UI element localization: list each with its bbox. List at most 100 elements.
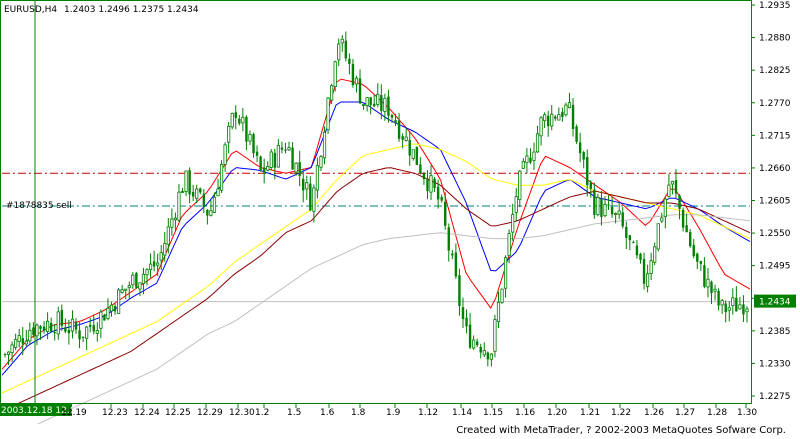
time-tick-label: 1.30 xyxy=(737,408,757,418)
time-tick-label: 1.5 xyxy=(287,408,301,418)
candle-body xyxy=(440,197,443,201)
candle-body xyxy=(67,330,71,334)
candle-body xyxy=(731,297,735,306)
candle-body xyxy=(539,117,543,137)
moving-average-line xyxy=(1,78,751,370)
candle-body xyxy=(493,319,497,352)
candle-body xyxy=(461,307,465,320)
candle-body xyxy=(383,97,387,112)
candle-body xyxy=(64,327,67,332)
time-tick-label: 12.25 xyxy=(165,408,191,418)
candle-body xyxy=(447,227,450,251)
candle-body xyxy=(269,151,273,168)
candle-body xyxy=(70,318,75,332)
time-tick-label: 1.27 xyxy=(675,408,695,418)
candle-body xyxy=(202,193,206,208)
order-line-label: #1878835 sell xyxy=(6,201,72,211)
candle-body xyxy=(298,162,301,176)
candle-body xyxy=(238,118,241,124)
candle-body xyxy=(503,257,508,289)
time-tick-label: 12.24 xyxy=(134,408,160,418)
candle-body xyxy=(376,93,380,105)
price-tick-label: 1.2770 xyxy=(759,99,791,109)
candle-body xyxy=(173,217,178,221)
candle-body xyxy=(322,131,327,159)
candle-body xyxy=(28,329,32,342)
candle-body xyxy=(74,322,78,330)
candle-body xyxy=(444,201,447,226)
time-tick-label: 1.2 xyxy=(255,408,269,418)
candle-body xyxy=(95,330,99,334)
price-tick-label: 1.2660 xyxy=(759,164,791,174)
candle-body xyxy=(212,196,217,213)
time-tick-label: 1.12 xyxy=(418,408,438,418)
candle-body xyxy=(670,180,675,185)
candle-body xyxy=(656,223,660,250)
candle-body xyxy=(135,272,138,288)
candle-body xyxy=(109,304,114,312)
candle-body xyxy=(603,204,607,217)
candle-body xyxy=(138,282,142,290)
candle-body xyxy=(333,61,337,88)
candle-body xyxy=(369,97,372,106)
candle-body xyxy=(394,119,397,124)
price-tick-label: 1.2275 xyxy=(759,392,791,402)
candle-body xyxy=(525,155,529,164)
candle-body xyxy=(199,188,202,193)
price-tick-label: 1.2495 xyxy=(759,262,791,272)
candle-body xyxy=(500,288,504,303)
candle-body xyxy=(429,175,433,193)
candle-body xyxy=(387,96,390,116)
moving-average-line xyxy=(36,214,751,424)
candle-body xyxy=(49,322,53,332)
candle-body xyxy=(262,167,266,173)
candle-body xyxy=(529,157,532,163)
candle-body xyxy=(564,104,568,116)
candle-body xyxy=(127,285,131,289)
candle-body xyxy=(159,252,163,261)
candle-body xyxy=(32,327,35,335)
candle-body xyxy=(645,273,650,287)
candle-body xyxy=(593,189,596,215)
candle-body xyxy=(489,353,493,360)
candle-body xyxy=(422,173,426,180)
candle-body xyxy=(53,332,56,334)
candle-body xyxy=(681,209,685,228)
candle-body xyxy=(621,212,624,227)
candle-body xyxy=(89,324,92,327)
candle-body xyxy=(120,289,124,293)
candle-body xyxy=(521,160,525,169)
moving-average-line xyxy=(1,101,751,376)
candle-body xyxy=(586,157,589,186)
candle-body xyxy=(81,336,85,338)
candle-body xyxy=(575,126,578,142)
candle-body xyxy=(397,120,401,139)
candle-body xyxy=(472,339,476,349)
time-tick-label: 1.9 xyxy=(386,408,401,418)
price-tick-label: 1.2550 xyxy=(759,229,791,239)
candle-body xyxy=(401,136,404,140)
time-tick-label: 1.15 xyxy=(483,408,503,418)
price-tick-label: 1.2825 xyxy=(759,66,791,76)
candle-body xyxy=(348,58,351,64)
price-chart[interactable]: 1.2935 1.2880 1.2825 1.2770 1.2715 1.2660 1.26… xyxy=(0,0,800,424)
candle-body xyxy=(607,204,610,206)
candle-body xyxy=(582,152,585,160)
time-tick-label: 1.6 xyxy=(320,408,335,418)
candle-body xyxy=(113,306,117,312)
candles-layer xyxy=(3,31,749,367)
candle-body xyxy=(252,134,255,154)
candle-body xyxy=(56,311,60,335)
candle-body xyxy=(710,281,713,294)
time-tick-label: 1.22 xyxy=(611,408,631,418)
price-tick-label: 1.2715 xyxy=(759,131,791,141)
candle-body xyxy=(373,103,376,107)
candle-body xyxy=(735,297,738,312)
candle-body xyxy=(688,231,692,247)
candle-body xyxy=(475,341,479,346)
candle-body xyxy=(106,307,110,319)
current-price-label: 1.2434 xyxy=(759,298,791,308)
candle-body xyxy=(436,186,440,200)
candle-body xyxy=(667,184,671,197)
candle-body xyxy=(78,330,81,340)
